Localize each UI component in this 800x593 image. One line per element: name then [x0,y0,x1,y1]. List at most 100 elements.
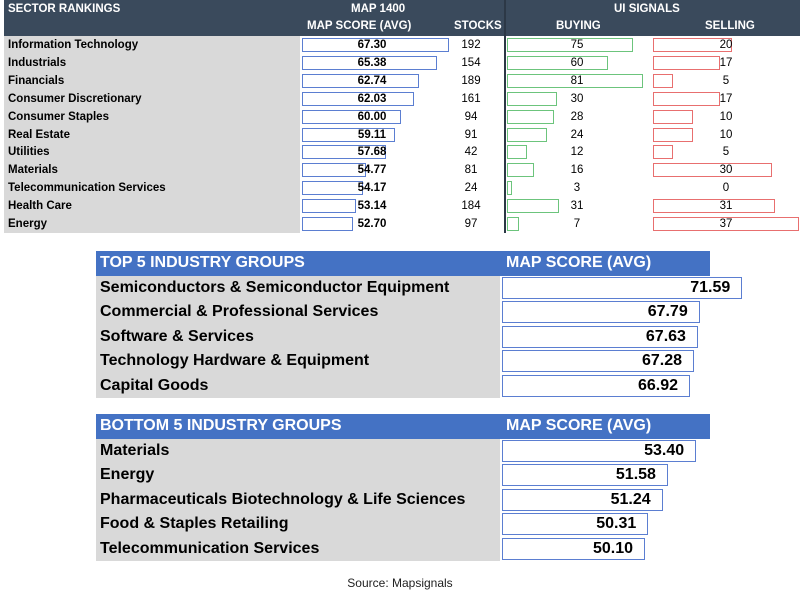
industry-group-row: Capital Goods 66.92 [96,374,710,399]
sector-name: Materials [8,164,58,177]
stocks-count: 91 [464,128,478,141]
buying-bar [507,217,519,231]
map-score-bar [502,537,645,560]
map-score-value: 66.92 [637,376,678,394]
map-score-bar [302,109,401,124]
selling-bar [653,145,673,160]
industry-group-row: Technology Hardware & Equipment 67.28 [96,350,710,374]
stocks-count: 97 [464,218,478,230]
ui-signals-header: UI SIGNALS [614,3,680,15]
map-score-bar [502,488,663,511]
selling-count: 17 [719,56,733,69]
buying-bar [507,163,534,178]
buying-count: 31 [570,200,584,213]
stocks-count: 161 [461,92,481,105]
map-score-value: 51.58 [615,466,656,484]
map-score-bar [302,73,420,88]
stocks-count: 192 [461,39,481,51]
industry-group-name: Telecommunication Services [100,539,320,557]
buying-bar [507,199,560,214]
map-score-bar [302,38,450,52]
stocks-count: 42 [464,146,478,159]
map-score-bar [502,374,690,397]
selling-count: 31 [719,200,733,213]
selling-count: 17 [719,92,733,105]
map-score-value: 53.14 [357,200,387,213]
industry-group-row: Semiconductors & Semiconductor Equipment… [96,277,743,301]
map-score-bar [502,350,695,373]
selling-bar [653,109,693,124]
sector-name: Health Care [8,200,72,213]
selling-count: 0 [722,182,730,195]
buying-count: 16 [570,164,584,177]
top-5-header: TOP 5 INDUSTRY GROUPS MAP SCORE (AVG) [96,251,710,276]
stocks-count: 189 [461,74,481,87]
map-score-value: 54.17 [357,182,387,195]
buying-count: 7 [573,218,581,230]
industry-group-name: Food & Staples Retailing [100,515,289,533]
sector-rankings-table: SECTOR RANKINGS MAP 1400 MAP SCORE (AVG)… [4,0,800,233]
sector-row: Financials 62.74 189 81 5 [4,73,800,91]
selling-bar [653,217,800,231]
sector-row: Information Technology 67.30 192 75 20 [4,37,800,55]
top-5-title: TOP 5 INDUSTRY GROUPS [100,254,305,271]
buying-bar [507,181,513,196]
sector-name: Utilities [8,146,50,159]
buying-count: 75 [570,39,584,51]
industry-group-row: Materials 53.40 [96,440,710,464]
buying-count: 30 [570,92,584,105]
sector-name: Telecommunication Services [8,182,166,195]
bottom-5-title: BOTTOM 5 INDUSTRY GROUPS [100,417,342,434]
industry-group-name: Energy [100,466,155,484]
bottom-5-score-header: MAP SCORE (AVG) [506,417,652,434]
selling-count: 37 [719,218,733,230]
selling-bar [653,73,673,88]
sector-row: Real Estate 59.11 91 24 10 [4,127,800,145]
selling-header: SELLING [705,20,755,32]
sector-table-header: SECTOR RANKINGS MAP 1400 MAP SCORE (AVG)… [4,0,800,36]
map-score-bar [302,199,356,214]
industry-group-name: Capital Goods [100,376,209,394]
map-score-bar [302,91,415,106]
industry-group-name: Semiconductors & Semiconductor Equipment [100,279,450,296]
selling-count: 20 [719,39,733,51]
industry-group-row: Telecommunication Services 50.10 [96,537,710,562]
stocks-count: 81 [464,164,478,177]
source-note: Source: Mapsignals [347,576,453,590]
map-score-value: 50.10 [592,539,633,557]
sector-name: Consumer Staples [8,110,109,123]
buying-bar [507,91,558,106]
sector-row: Telecommunication Services 54.17 24 3 0 [4,180,800,198]
map-score-bar [502,440,697,462]
industry-group-row: Software & Services 67.63 [96,325,710,350]
industry-group-row: Pharmaceuticals Biotechnology & Life Sci… [96,488,710,513]
selling-bar [653,127,693,142]
bottom-5-industry-groups-table: BOTTOM 5 INDUSTRY GROUPS MAP SCORE (AVG)… [96,414,710,562]
industry-group-name: Commercial & Professional Services [100,303,379,321]
map-score-bar [502,277,743,299]
industry-group-row: Commercial & Professional Services 67.79 [96,301,710,325]
buying-bar [507,127,548,142]
sector-row: Consumer Staples 60.00 94 28 10 [4,109,800,127]
buying-count: 81 [570,74,584,87]
selling-count: 5 [722,146,730,159]
map-score-value: 62.03 [357,92,387,105]
map-score-value: 53.40 [644,442,685,459]
buying-bar [507,38,633,52]
selling-bar [653,55,721,70]
buying-bar [507,73,644,88]
map-score-bar [302,181,363,196]
signals-divider [504,0,506,233]
stocks-header: STOCKS [454,20,502,32]
sector-name-column [4,36,300,233]
buying-bar [507,55,608,70]
stocks-count: 154 [461,56,481,69]
map-score-bar [502,513,649,536]
map-score-value: 71.59 [690,279,731,296]
sector-name: Industrials [8,56,67,69]
map-score-header: MAP SCORE (AVG) [307,20,412,32]
selling-bar [653,199,776,214]
sector-row: Materials 54.77 81 16 30 [4,162,800,180]
map-score-bar [502,301,700,324]
map-score-bar [302,217,353,231]
